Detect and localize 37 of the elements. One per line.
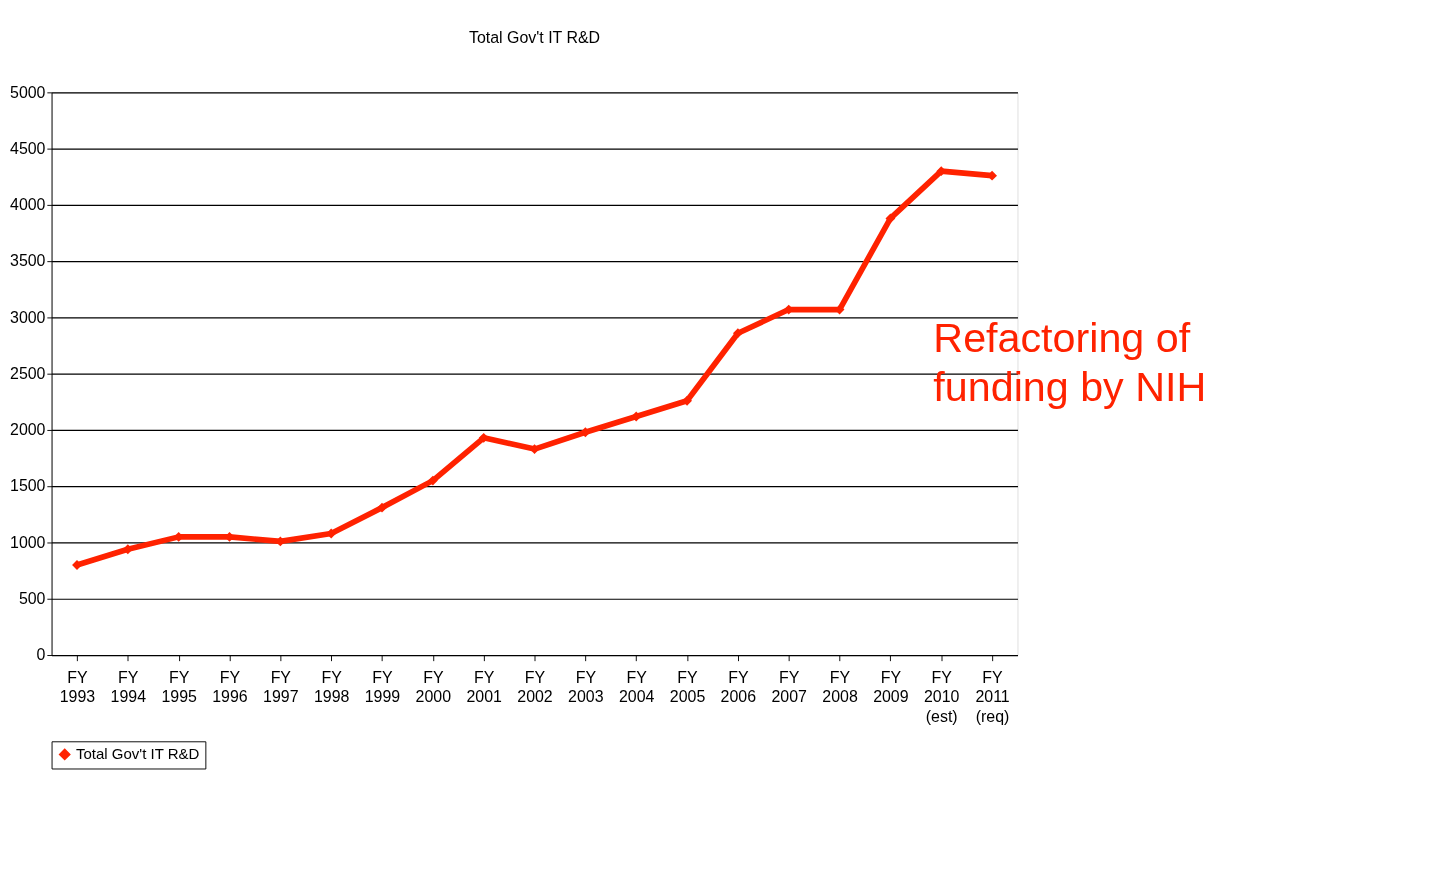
y-tick-label: 3000 [10,308,46,326]
x-tick-label: FY 1999 [364,668,401,706]
point [427,475,438,486]
x-tick-label: FY 2001 [466,668,503,706]
point [732,328,743,339]
legend-label: Total Gov't IT R&D [75,745,200,763]
x-tick-label: FY 1993 [59,668,96,706]
x-tick-label: FY 2003 [568,668,604,706]
x-tick-label: FY 2010 (est) [923,668,960,726]
y-tick-label: 0 [36,646,46,664]
y-tick-label: 2500 [10,364,46,382]
y-tick-label: 3500 [10,252,46,270]
x-tick-label: FY 2000 [415,668,452,706]
x-tick-label: FY 2007 [771,668,808,706]
y-tick-label: 4000 [10,196,46,214]
y-tick-label: 500 [18,589,46,607]
y-tick-label: 2000 [10,421,46,439]
point [377,502,387,513]
x-tick-label: FY 1997 [263,668,299,706]
y-tick-label: 5000 [10,83,46,101]
x-tick-label: FY 1994 [110,668,147,706]
x-tick-label: FY 2011 (req) [975,668,1010,726]
x-tick-label: FY 2008 [822,668,858,706]
x-tick-label: FY 1996 [212,668,248,706]
x-tick-label: FY 2005 [669,668,706,706]
y-tick-label: 1500 [10,477,46,495]
annotation: Refactoring of funding by NIH [933,314,1207,410]
x-tick-label: FY 2009 [873,668,909,706]
x-tick-label: FY 1995 [161,668,197,706]
x-tick-label: FY 2004 [618,668,655,706]
x-tick-label: FY 2002 [517,668,553,706]
x-tick-label: FY 1998 [313,668,350,706]
x-tick-label: FY 2006 [720,668,757,706]
chart-title: Total Gov't IT R&D [468,28,601,46]
y-tick-label: 1000 [10,533,46,551]
y-tick-label: 4500 [10,139,46,157]
point [885,213,896,224]
